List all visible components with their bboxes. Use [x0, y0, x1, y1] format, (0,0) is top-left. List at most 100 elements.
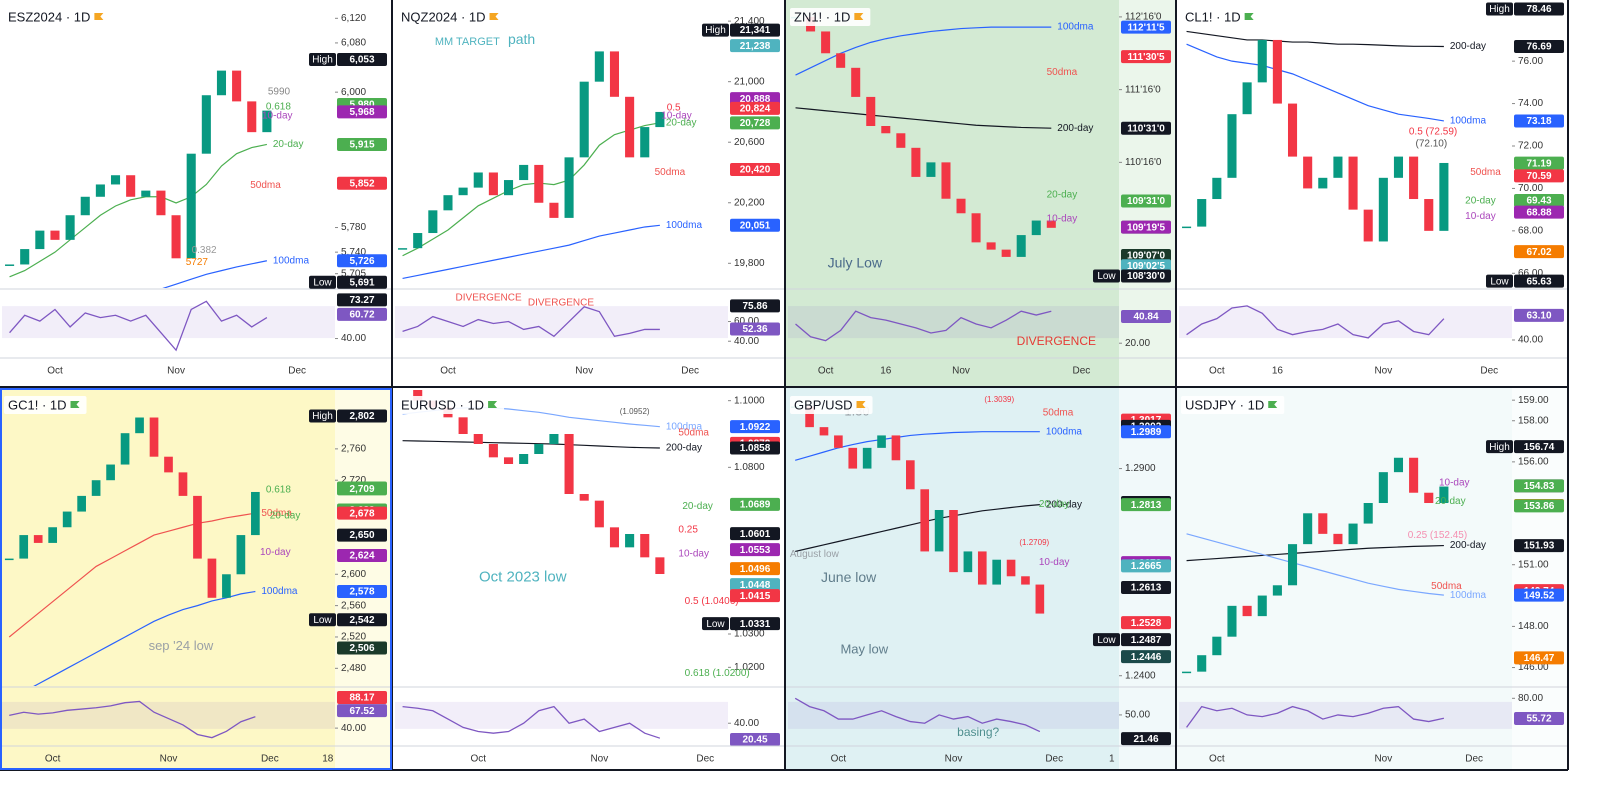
candle [534, 164, 544, 203]
price-badge [1121, 580, 1171, 594]
x-tick-label: Nov [1374, 366, 1392, 377]
rsi-badge-label: 63.10 [1526, 311, 1551, 322]
y-tick-label: 2,720 [341, 475, 366, 486]
candle [48, 527, 58, 543]
series-label: 200-day [1450, 41, 1486, 52]
candle [821, 31, 831, 54]
rsi-badge [1121, 732, 1171, 746]
price-badge-label: 76.69 [1526, 42, 1551, 53]
annotation: July Low [828, 255, 883, 271]
candle [1272, 39, 1282, 104]
y-tick-label: 151.00 [1518, 559, 1549, 570]
moving-average [8, 512, 256, 638]
candle [77, 495, 86, 512]
price-badge-label: 5,980 [349, 100, 374, 111]
annotation: 10-day [1039, 557, 1070, 568]
candle [1303, 156, 1313, 189]
title-flag [1268, 401, 1278, 408]
price-badge-label: 151.93 [1524, 541, 1555, 552]
candle [95, 184, 105, 197]
tag-label: Low [706, 619, 725, 630]
y-tick-label: 6,080 [341, 38, 366, 49]
rsi-band [1179, 306, 1512, 339]
candle [1242, 82, 1252, 115]
chart-title: GBP/USD [794, 397, 853, 412]
candle [549, 202, 559, 218]
x-tick-label: Oct [47, 366, 63, 377]
y-tick-label: 6,000 [341, 87, 366, 98]
price-badge [337, 275, 387, 289]
x-tick-label: Oct [831, 754, 847, 765]
price-badge [1514, 539, 1564, 553]
moving-average [9, 143, 268, 278]
candle [949, 510, 958, 573]
y-tick-label: 6,120 [341, 13, 366, 24]
price-badge-label: 68.88 [1526, 207, 1551, 218]
x-tick-label: Dec [261, 754, 279, 765]
rsi-line [402, 705, 661, 739]
rsi-badge [730, 299, 780, 313]
candle [458, 187, 468, 196]
price-badge-label: 1.2989 [1131, 427, 1162, 438]
price-badge-label: 65.63 [1526, 276, 1551, 287]
y-tick-label: 1.0800 [734, 462, 765, 473]
price-badge [1514, 440, 1564, 454]
price-badge-label: 2,678 [349, 508, 374, 519]
rsi-band [2, 306, 335, 339]
candle [207, 558, 217, 598]
annotation: 20-day [1039, 499, 1070, 510]
price-badge [337, 137, 387, 151]
y-tick-label: 2,480 [341, 663, 366, 674]
candle [992, 559, 1001, 585]
price-badge [730, 562, 780, 576]
candle [428, 210, 438, 234]
price-badge-label: 1.0858 [740, 443, 771, 454]
candle [956, 198, 966, 214]
title-background [790, 8, 871, 26]
price-badge-label: 1.0448 [740, 580, 771, 591]
candle [1227, 605, 1237, 637]
price-badge-label: 1.2813 [1131, 500, 1162, 511]
price-badge [1121, 249, 1171, 263]
price-badge [1121, 194, 1171, 208]
candle [216, 70, 227, 96]
price-badge-label: 1.0496 [740, 564, 771, 575]
candle [156, 190, 166, 216]
moving-average [33, 590, 256, 686]
panel-background [393, 0, 784, 386]
price-badge-label: 1.2487 [1131, 635, 1162, 646]
annotation: 50dma [1047, 67, 1078, 78]
annotation: MM TARGET [435, 36, 500, 48]
y-tick-label: 20,200 [734, 197, 765, 208]
price-badge [1121, 259, 1171, 273]
candle [549, 434, 559, 444]
moving-average [402, 440, 660, 449]
price-badge-label: 21,238 [740, 41, 771, 52]
price-badge-label: 2,709 [349, 484, 374, 495]
series-label: 200-day [1450, 540, 1486, 551]
candle [1424, 492, 1434, 504]
tag-badge [702, 23, 729, 37]
price-badge-label: 1.0553 [740, 545, 771, 556]
x-tick-label: Oct [1209, 366, 1225, 377]
rsi-badge-label: 88.17 [349, 693, 374, 704]
price-badge-label: 1.2446 [1131, 652, 1162, 663]
candle [1001, 249, 1011, 257]
annotation: 0.5 (72.59) [1409, 127, 1457, 138]
title-flag [70, 401, 80, 408]
title-background [1181, 396, 1285, 414]
candle [1439, 486, 1449, 504]
price-badge-label: 20,728 [740, 118, 771, 129]
annotation: 10-day [661, 110, 692, 121]
annotation: 5727 [186, 257, 209, 268]
rsi-badge-label: 75.86 [742, 301, 767, 312]
annotation: 50dma [678, 428, 709, 439]
moving-average [795, 504, 1040, 553]
x-tick-label: Oct [818, 366, 834, 377]
candle [1227, 114, 1237, 178]
tag-badge [309, 53, 336, 67]
candle [1287, 544, 1298, 586]
price-badge [1514, 2, 1564, 16]
annotation: (1.0952) [620, 407, 650, 416]
price-badge [337, 105, 387, 119]
